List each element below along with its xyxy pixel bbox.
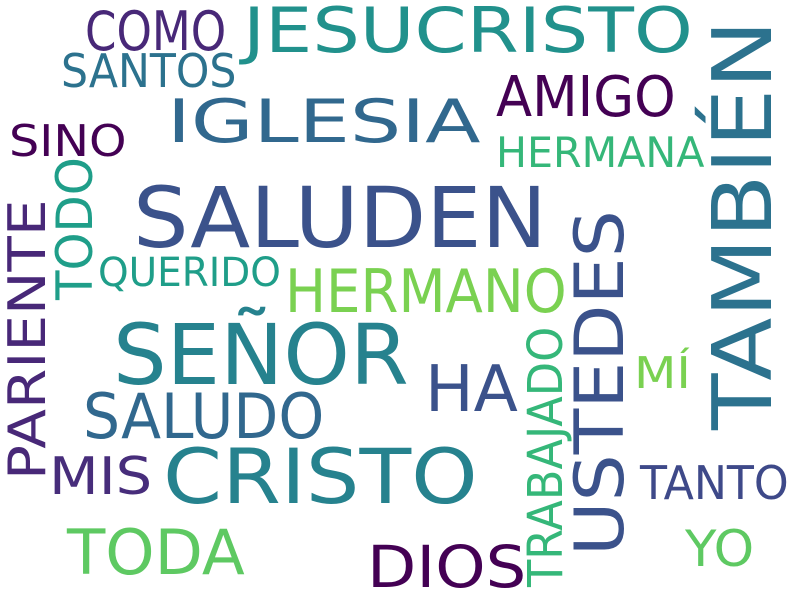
word-querido: QUERIDO — [98, 250, 281, 296]
word-iglesia: IGLESIA — [167, 87, 481, 157]
word-pariente: PARIENTE — [0, 199, 58, 480]
word-saluden: SALUDEN — [133, 169, 548, 267]
word-toda: TODA — [67, 516, 245, 589]
word-hermana: HERMANA — [496, 128, 705, 177]
word-mi: MÍ — [634, 348, 691, 399]
word-mis: MIS — [49, 447, 153, 507]
word-como: COMO — [85, 0, 227, 63]
word-cristo: CRISTO — [163, 432, 478, 521]
word-santos: SANTOS — [61, 44, 237, 98]
word-ustedes: USTEDES — [561, 210, 640, 556]
word-dios: DIOS — [367, 533, 527, 600]
word-jesucristo: JESUCRISTO — [243, 0, 693, 67]
word-yo: YO — [685, 520, 755, 578]
word-sino: SINO — [9, 116, 127, 167]
word-ha: HA — [425, 353, 518, 427]
word-trabajado: TRABAJADO — [518, 326, 574, 587]
word-senor: SEÑOR — [113, 306, 409, 404]
word-saludo: SALUDO — [83, 380, 325, 453]
word-hermano: HERMANO — [285, 257, 567, 327]
word-tanto: TANTO — [640, 456, 789, 510]
word-amigo: AMIGO — [496, 65, 676, 130]
word-tambien: TAMBIÉN — [696, 19, 791, 430]
